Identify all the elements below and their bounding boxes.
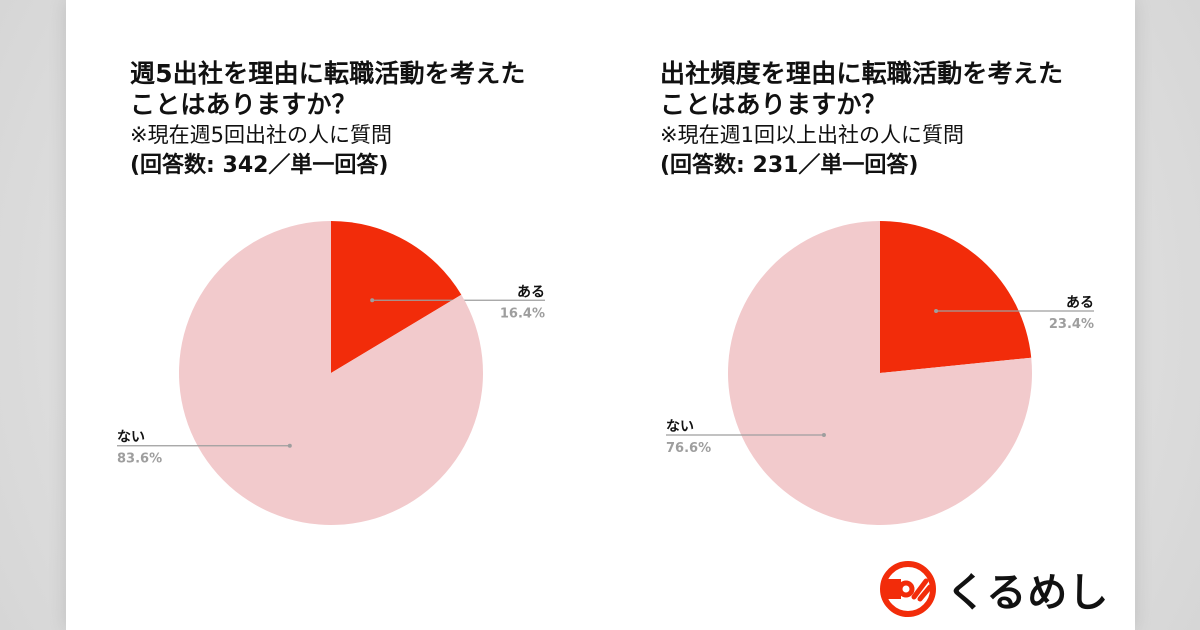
- chart-2-slice-percent-1: 23.4%: [1049, 317, 1094, 332]
- chart-2-slice-percent-2: 76.6%: [666, 441, 711, 456]
- chart-1-slice-label-2: ない: [117, 430, 145, 446]
- chart-2-pie: ある 23.4% ない 76.6%: [666, 221, 1094, 526]
- chart-2-slice-label-1: ある: [1066, 295, 1094, 311]
- chart-1-title-line-2: ことはありますか？: [130, 90, 357, 119]
- chart-2-slice-2: [728, 221, 1032, 526]
- chart-2-heading: 出社頻度を理由に転職活動を考えた ことはありますか？ ※現在週1回以上出社の人に…: [660, 58, 1100, 181]
- chart-1-note: ※現在週5回出社の人に質問: [130, 123, 392, 147]
- chart-2-response-count: (回答数: 231／単一回答): [660, 153, 919, 178]
- chart-2-slice-label-2: ない: [666, 419, 694, 435]
- logo-strokes: [911, 578, 933, 602]
- chart-1-heading: 週5出社を理由に転職活動を考えた ことはありますか？ ※現在週5回出社の人に質問…: [130, 58, 570, 181]
- chart-2-title-line-2: ことはありますか？: [660, 90, 887, 119]
- chart-2-slice-1: [880, 221, 1032, 373]
- kurumeshi-logo-icon: [880, 561, 936, 617]
- logo-text: くるめし: [946, 570, 1110, 616]
- chart-1-slice-1: [331, 221, 462, 373]
- chart-panel-1: 週5出社を理由に転職活動を考えた ことはありますか？ ※現在週5回出社の人に質問…: [66, 0, 586, 630]
- logo-dot: [897, 580, 915, 598]
- chart-2-title-line-1: 出社頻度を理由に転職活動を考えた: [660, 59, 1064, 88]
- logo-tab: [883, 579, 901, 599]
- chart-1-slice-percent-1: 16.4%: [500, 306, 545, 321]
- chart-1-pie: ある 16.4% ない 83.6%: [117, 221, 545, 525]
- chart-1-title-line-1: 週5出社を理由に転職活動を考えた: [130, 59, 526, 88]
- chart-2-note: ※現在週1回以上出社の人に質問: [660, 123, 964, 147]
- chart-1-slice-percent-2: 83.6%: [117, 452, 162, 467]
- chart-panel-2: 出社頻度を理由に転職活動を考えた ことはありますか？ ※現在週1回以上出社の人に…: [596, 0, 1116, 630]
- kurumeshi-logo: くるめし: [880, 560, 1120, 618]
- chart-1-slice-2: [179, 221, 484, 525]
- chart-1-response-count: (回答数: 342／単一回答): [130, 153, 389, 178]
- chart-1-slice-label-1: ある: [517, 284, 545, 300]
